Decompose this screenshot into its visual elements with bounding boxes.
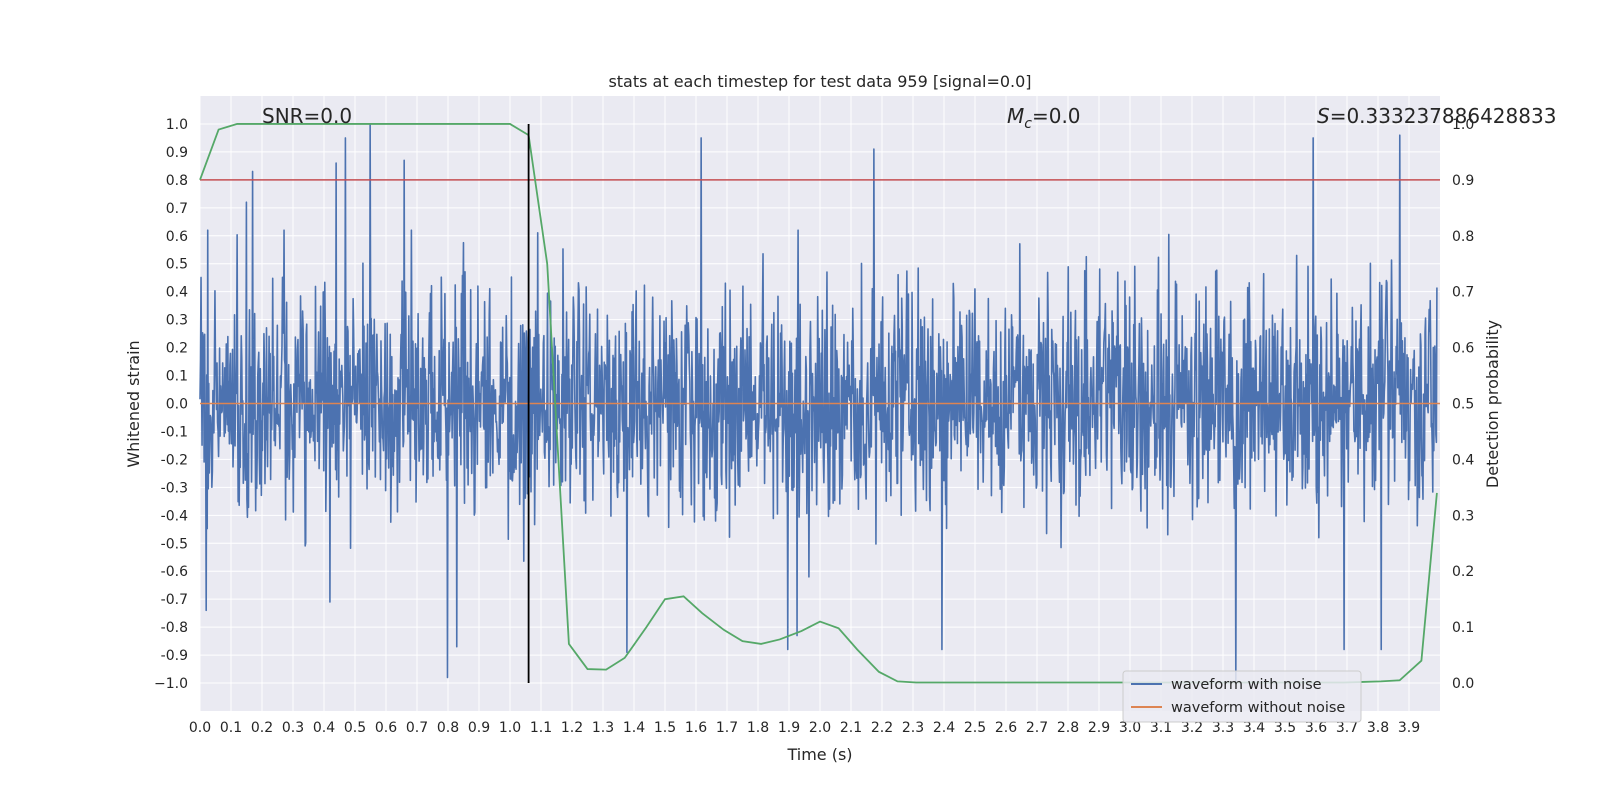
x-tick-label: 0.5 <box>344 720 366 736</box>
y-tick-label: -0.6 <box>161 564 188 580</box>
y-right-tick-label: 0.0 <box>1452 676 1474 692</box>
y-tick-label: 0.3 <box>166 313 188 329</box>
y-right-tick-label: 1.0 <box>1452 117 1474 133</box>
y-tick-label: -0.8 <box>161 620 188 636</box>
chirp-mass-value: =0.0 <box>1032 104 1081 128</box>
y-tick-label: 1.0 <box>166 117 188 133</box>
y-tick-label: -0.4 <box>161 508 188 524</box>
y-right-tick-label: 0.1 <box>1452 620 1474 636</box>
x-tick-label: 0.6 <box>375 720 397 736</box>
x-tick-label: 2.3 <box>902 720 924 736</box>
y-tick-label: -0.3 <box>161 480 188 496</box>
y-right-tick-label: 0.9 <box>1452 173 1474 189</box>
x-tick-label: 1.1 <box>530 720 552 736</box>
ticks: 0.0 0.1 0.2 0.3 0.4 0.5 0.6 0.7 0.8 0.9 1.0 1.1 1.2 1… <box>154 117 1474 736</box>
x-tick-label: 1.4 <box>623 720 645 736</box>
legend-box <box>1122 670 1362 723</box>
y-right-tick-label: 0.4 <box>1452 452 1474 468</box>
snr-annotation: SNR=0.0 <box>262 104 352 128</box>
x-tick-label: 0.3 <box>282 720 304 736</box>
s-symbol: S <box>1317 104 1330 128</box>
x-tick-label: 0.2 <box>251 720 273 736</box>
legend: waveform with noise waveform without noi… <box>1122 670 1362 723</box>
y-tick-label: 0.5 <box>166 257 188 273</box>
y-tick-label: -0.1 <box>161 424 188 440</box>
x-tick-label: 2.9 <box>1088 720 1110 736</box>
x-tick-label: 3.2 <box>1181 720 1203 736</box>
x-tick-label: 1.9 <box>778 720 800 736</box>
x-tick-label: 1.7 <box>716 720 738 736</box>
y-tick-label: 0.7 <box>166 201 188 217</box>
x-tick-label: 0.1 <box>220 720 242 736</box>
x-axis-label: Time (s) <box>786 745 852 764</box>
legend-label-noise: waveform with noise <box>1171 677 1322 693</box>
chirp-mass-annotation: Mc=0.0 <box>1007 104 1081 132</box>
x-tick-label: 2.2 <box>871 720 893 736</box>
chirp-mass-subscript: c <box>1024 116 1032 132</box>
x-tick-label: 0.9 <box>468 720 490 736</box>
x-tick-label: 1.6 <box>685 720 707 736</box>
y-tick-label: 0.0 <box>166 397 188 413</box>
x-tick-label: 2.5 <box>964 720 986 736</box>
x-tick-label: 3.6 <box>1305 720 1327 736</box>
x-tick-label: 1.2 <box>561 720 583 736</box>
y-tick-label: 0.1 <box>166 369 188 385</box>
x-tick-label: 3.3 <box>1212 720 1234 736</box>
noise-waveform-line <box>199 123 1438 684</box>
x-tick-label: 3.7 <box>1336 720 1358 736</box>
y-tick-label: -0.5 <box>161 536 188 552</box>
s-value: =0.333237886428833 <box>1330 104 1557 128</box>
x-tick-label: 3.0 <box>1119 720 1141 736</box>
y-tick-label: 0.6 <box>166 229 188 245</box>
y-tick-label: 0.2 <box>166 341 188 357</box>
x-tick-label: 2.4 <box>933 720 955 736</box>
x-tick-label: 2.6 <box>995 720 1017 736</box>
x-tick-label: 3.9 <box>1398 720 1420 736</box>
x-tick-label: 2.7 <box>1026 720 1048 736</box>
x-tick-label: 0.4 <box>313 720 335 736</box>
y-right-tick-label: 0.3 <box>1452 508 1474 524</box>
chirp-mass-symbol: M <box>1007 104 1024 128</box>
x-tick-label: 1.3 <box>592 720 614 736</box>
y-tick-label: -0.7 <box>161 592 188 608</box>
y-tick-label: -0.9 <box>161 648 188 664</box>
x-tick-label: 1.5 <box>654 720 676 736</box>
chart-title: stats at each timestep for test data 959… <box>608 72 1031 91</box>
noise-series <box>199 123 1438 684</box>
y-right-tick-label: 0.8 <box>1452 229 1474 245</box>
x-tick-label: 3.5 <box>1274 720 1296 736</box>
y-tick-label: 0.4 <box>166 285 188 301</box>
y-right-tick-label: 0.6 <box>1452 341 1474 357</box>
x-tick-label: 0.8 <box>437 720 459 736</box>
y-tick-label: -0.2 <box>161 452 188 468</box>
x-tick-label: 0.0 <box>189 720 211 736</box>
x-tick-label: 0.7 <box>406 720 428 736</box>
y-right-tick-label: 0.7 <box>1452 285 1474 301</box>
x-tick-label: 3.8 <box>1367 720 1389 736</box>
y-right-tick-label: 0.5 <box>1452 397 1474 413</box>
y-tick-label: 0.9 <box>166 145 188 161</box>
x-tick-label: 1.8 <box>747 720 769 736</box>
y-tick-label: −1.0 <box>154 676 188 692</box>
x-tick-label: 2.0 <box>809 720 831 736</box>
x-tick-label: 2.8 <box>1057 720 1079 736</box>
x-tick-label: 1.0 <box>499 720 521 736</box>
y-axis-right-label: Detection probability <box>1483 320 1502 488</box>
y-tick-label: 0.8 <box>166 173 188 189</box>
x-tick-label: 3.1 <box>1150 720 1172 736</box>
y-right-tick-label: 0.2 <box>1452 564 1474 580</box>
legend-label-clean: waveform without noise <box>1171 700 1345 716</box>
x-tick-label: 3.4 <box>1243 720 1265 736</box>
s-annotation: S=0.333237886428833 <box>1317 104 1556 128</box>
y-axis-label: Whitened strain <box>124 340 143 467</box>
x-tick-label: 2.1 <box>840 720 862 736</box>
